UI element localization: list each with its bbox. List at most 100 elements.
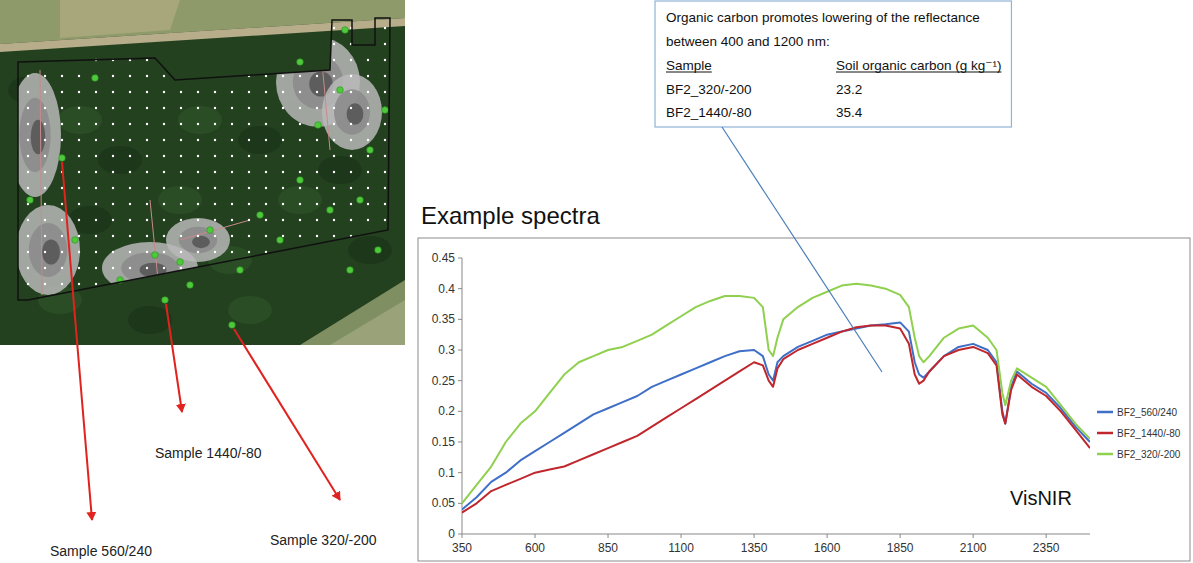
tree-canopy bbox=[128, 306, 172, 334]
grid-point bbox=[95, 155, 97, 157]
x-axis bbox=[462, 534, 1090, 535]
y-tick bbox=[458, 350, 462, 351]
grid-point bbox=[180, 203, 182, 205]
contour-zone bbox=[347, 103, 364, 124]
grid-point bbox=[214, 203, 216, 205]
sample-point bbox=[207, 227, 214, 234]
sample-label: Sample 320/-200 bbox=[270, 532, 377, 548]
grid-point bbox=[282, 203, 284, 205]
grid-point bbox=[248, 107, 250, 109]
field bbox=[60, 0, 180, 38]
grid-point bbox=[214, 91, 216, 93]
x-tick-label: 350 bbox=[452, 541, 472, 555]
grid-point bbox=[61, 203, 63, 205]
grid-point bbox=[180, 251, 182, 253]
grid-point bbox=[180, 155, 182, 157]
grid-point bbox=[316, 139, 318, 141]
grid-point bbox=[214, 139, 216, 141]
grid-point bbox=[333, 59, 335, 61]
chart-annotation: VisNIR bbox=[1010, 487, 1072, 509]
grid-point bbox=[180, 171, 182, 173]
grid-point bbox=[367, 155, 369, 157]
callout-box bbox=[655, 1, 1011, 127]
grid-point bbox=[214, 123, 216, 125]
callout-column-head: Sample bbox=[666, 58, 712, 73]
grid-point bbox=[316, 155, 318, 157]
contour-zone bbox=[322, 74, 382, 150]
x-tick bbox=[754, 534, 755, 538]
grid-point bbox=[231, 171, 233, 173]
grid-point bbox=[78, 171, 80, 173]
tree-canopy bbox=[58, 106, 102, 134]
grid-point bbox=[27, 171, 29, 173]
grid-point bbox=[163, 251, 165, 253]
grid-point bbox=[282, 187, 284, 189]
y-tick-label: 0.35 bbox=[432, 312, 456, 326]
grid-point bbox=[197, 203, 199, 205]
x-tick bbox=[827, 534, 828, 538]
grid-point bbox=[129, 235, 131, 237]
callout-cell: BF2_320/-200 bbox=[666, 82, 752, 97]
grid-point bbox=[333, 107, 335, 109]
y-tick-label: 0.4 bbox=[438, 282, 455, 296]
y-tick-label: 0.05 bbox=[432, 496, 456, 510]
x-tick bbox=[608, 534, 609, 538]
grid-point bbox=[44, 219, 46, 221]
grid-point bbox=[61, 187, 63, 189]
grid-point bbox=[163, 91, 165, 93]
grid-point bbox=[78, 267, 80, 269]
grid-point bbox=[384, 123, 386, 125]
grid-point bbox=[95, 139, 97, 141]
grid-point bbox=[61, 283, 63, 285]
grid-point bbox=[163, 139, 165, 141]
grid-point bbox=[61, 219, 63, 221]
y-tick bbox=[458, 503, 462, 504]
grid-point bbox=[146, 59, 148, 61]
grid-point bbox=[367, 91, 369, 93]
grid-point bbox=[61, 107, 63, 109]
y-tick-label: 0.45 bbox=[432, 251, 456, 265]
grid-point bbox=[61, 75, 63, 77]
grid-point bbox=[333, 91, 335, 93]
grid-point bbox=[333, 219, 335, 221]
grid-point bbox=[299, 75, 301, 77]
grid-point bbox=[129, 187, 131, 189]
y-axis bbox=[462, 258, 463, 534]
grid-point bbox=[197, 139, 199, 141]
grid-point bbox=[214, 235, 216, 237]
x-tick bbox=[973, 534, 974, 538]
contour-zone bbox=[334, 89, 370, 135]
grid-point bbox=[44, 283, 46, 285]
grid-point bbox=[333, 235, 335, 237]
grid-point bbox=[197, 155, 199, 157]
grid-point bbox=[248, 219, 250, 221]
grid-point bbox=[316, 107, 318, 109]
transect bbox=[180, 220, 250, 240]
series-group bbox=[462, 284, 1090, 513]
grid-point bbox=[146, 187, 148, 189]
underline bbox=[836, 72, 1001, 73]
grid-point bbox=[27, 123, 29, 125]
legend-label: BF2_1440/-80 bbox=[1117, 428, 1181, 439]
grid-point bbox=[129, 171, 131, 173]
sample-point bbox=[297, 59, 304, 66]
grid-point bbox=[231, 123, 233, 125]
grid-point bbox=[197, 91, 199, 93]
sample-point bbox=[229, 322, 236, 329]
grid-point bbox=[299, 123, 301, 125]
sample-point bbox=[237, 267, 244, 274]
sample-point bbox=[382, 107, 389, 114]
grid-point bbox=[282, 123, 284, 125]
grid-point bbox=[299, 187, 301, 189]
grid-point bbox=[61, 91, 63, 93]
survey-area bbox=[9, 37, 382, 300]
grid-point bbox=[350, 91, 352, 93]
grid-point bbox=[299, 203, 301, 205]
grid-point bbox=[95, 203, 97, 205]
grid-point bbox=[163, 219, 165, 221]
grid-point bbox=[78, 107, 80, 109]
contour-zone bbox=[19, 98, 50, 172]
grid-point bbox=[384, 91, 386, 93]
grid-point bbox=[146, 123, 148, 125]
grid-point bbox=[129, 155, 131, 157]
